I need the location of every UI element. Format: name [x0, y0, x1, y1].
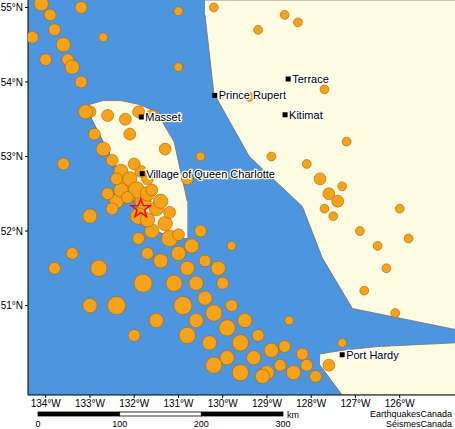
html-text:SéismesCanada: SéismesCanada [386, 419, 452, 429]
svg-text:53°N: 53°N [8, 151, 23, 162]
svg-text:129°W: 129°W [252, 398, 283, 409]
svg-text:51°N: 51°N [8, 300, 23, 311]
svg-text:Terrace: Terrace [292, 73, 329, 85]
svg-text:0: 0 [35, 419, 40, 429]
svg-text:132°W: 132°W [119, 398, 150, 409]
svg-text:km: km [287, 410, 299, 420]
svg-text:126°W: 126°W [385, 398, 416, 409]
html-text:EarthquakesCanada: EarthquakesCanada [369, 409, 452, 419]
svg-text:Masset: Masset [145, 111, 180, 123]
svg-text:127°W: 127°W [340, 398, 371, 409]
svg-text:200: 200 [194, 419, 209, 429]
svg-text:133°W: 133°W [75, 398, 106, 409]
svg-text:300: 300 [275, 419, 290, 429]
svg-text:Prince Rupert: Prince Rupert [219, 89, 286, 101]
svg-text:100: 100 [112, 419, 127, 429]
svg-text:130°W: 130°W [208, 398, 239, 409]
svg-text:55°N: 55°N [8, 2, 23, 13]
svg-text:Village of Queen Charlotte: Village of Queen Charlotte [146, 168, 275, 180]
svg-text:54°N: 54°N [8, 77, 23, 88]
svg-text:131°W: 131°W [163, 398, 194, 409]
svg-text:128°W: 128°W [296, 398, 327, 409]
svg-text:Kitimat: Kitimat [289, 109, 323, 121]
svg-text:52°N: 52°N [8, 226, 23, 237]
svg-text:134°W: 134°W [31, 398, 62, 409]
svg-text:Port Hardy: Port Hardy [346, 349, 399, 361]
